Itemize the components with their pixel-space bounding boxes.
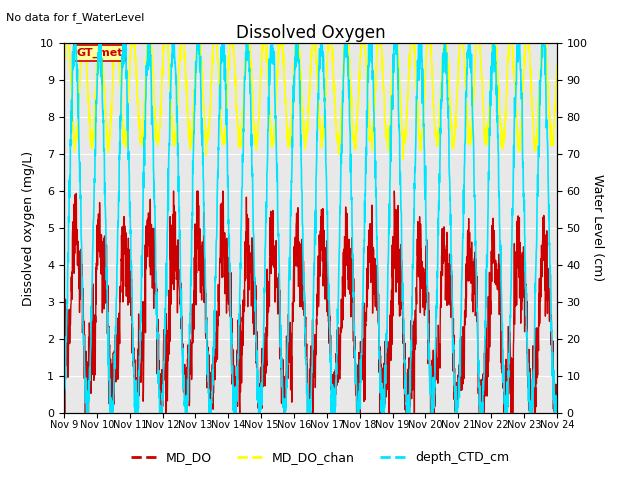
MD_DO [198, 254, 205, 260]
depth_CTD_cm [553, 410, 561, 416]
MD_DO [335, 349, 343, 355]
MD_DO_chan [524, 36, 531, 42]
Text: GT_met: GT_met [76, 48, 123, 59]
MD_DO [324, 319, 332, 325]
depth_CTD_cm [510, 143, 518, 148]
MD_DO_chan [399, 156, 407, 162]
depth_CTD_cm [198, 115, 205, 121]
Line: MD_DO_chan: MD_DO_chan [64, 39, 557, 159]
Title: Dissolved Oxygen: Dissolved Oxygen [236, 24, 385, 42]
MD_DO_chan [553, 62, 561, 68]
MD_DO [553, 393, 561, 399]
Line: depth_CTD_cm: depth_CTD_cm [64, 43, 557, 413]
depth_CTD_cm [83, 410, 90, 416]
MD_DO [170, 188, 177, 194]
Y-axis label: Dissolved oxygen (mg/L): Dissolved oxygen (mg/L) [22, 150, 35, 306]
MD_DO [454, 399, 461, 405]
MD_DO_chan [324, 39, 332, 45]
depth_CTD_cm [324, 297, 332, 302]
Y-axis label: Water Level (cm): Water Level (cm) [591, 174, 604, 282]
MD_DO [61, 410, 68, 416]
MD_DO_chan [62, 36, 70, 42]
MD_DO_chan [510, 72, 518, 78]
Legend: MD_DO, MD_DO_chan, depth_CTD_cm: MD_DO, MD_DO_chan, depth_CTD_cm [126, 446, 514, 469]
MD_DO [524, 350, 531, 356]
Line: MD_DO: MD_DO [64, 191, 557, 413]
MD_DO_chan [60, 63, 68, 69]
MD_DO [60, 380, 68, 385]
Text: No data for f_WaterLevel: No data for f_WaterLevel [6, 12, 145, 23]
depth_CTD_cm [524, 344, 531, 349]
depth_CTD_cm [335, 246, 343, 252]
depth_CTD_cm [60, 379, 68, 384]
MD_DO_chan [198, 60, 205, 65]
MD_DO_chan [454, 80, 461, 85]
depth_CTD_cm [454, 400, 461, 406]
MD_DO [510, 337, 518, 343]
MD_DO_chan [335, 133, 343, 139]
depth_CTD_cm [70, 40, 78, 46]
